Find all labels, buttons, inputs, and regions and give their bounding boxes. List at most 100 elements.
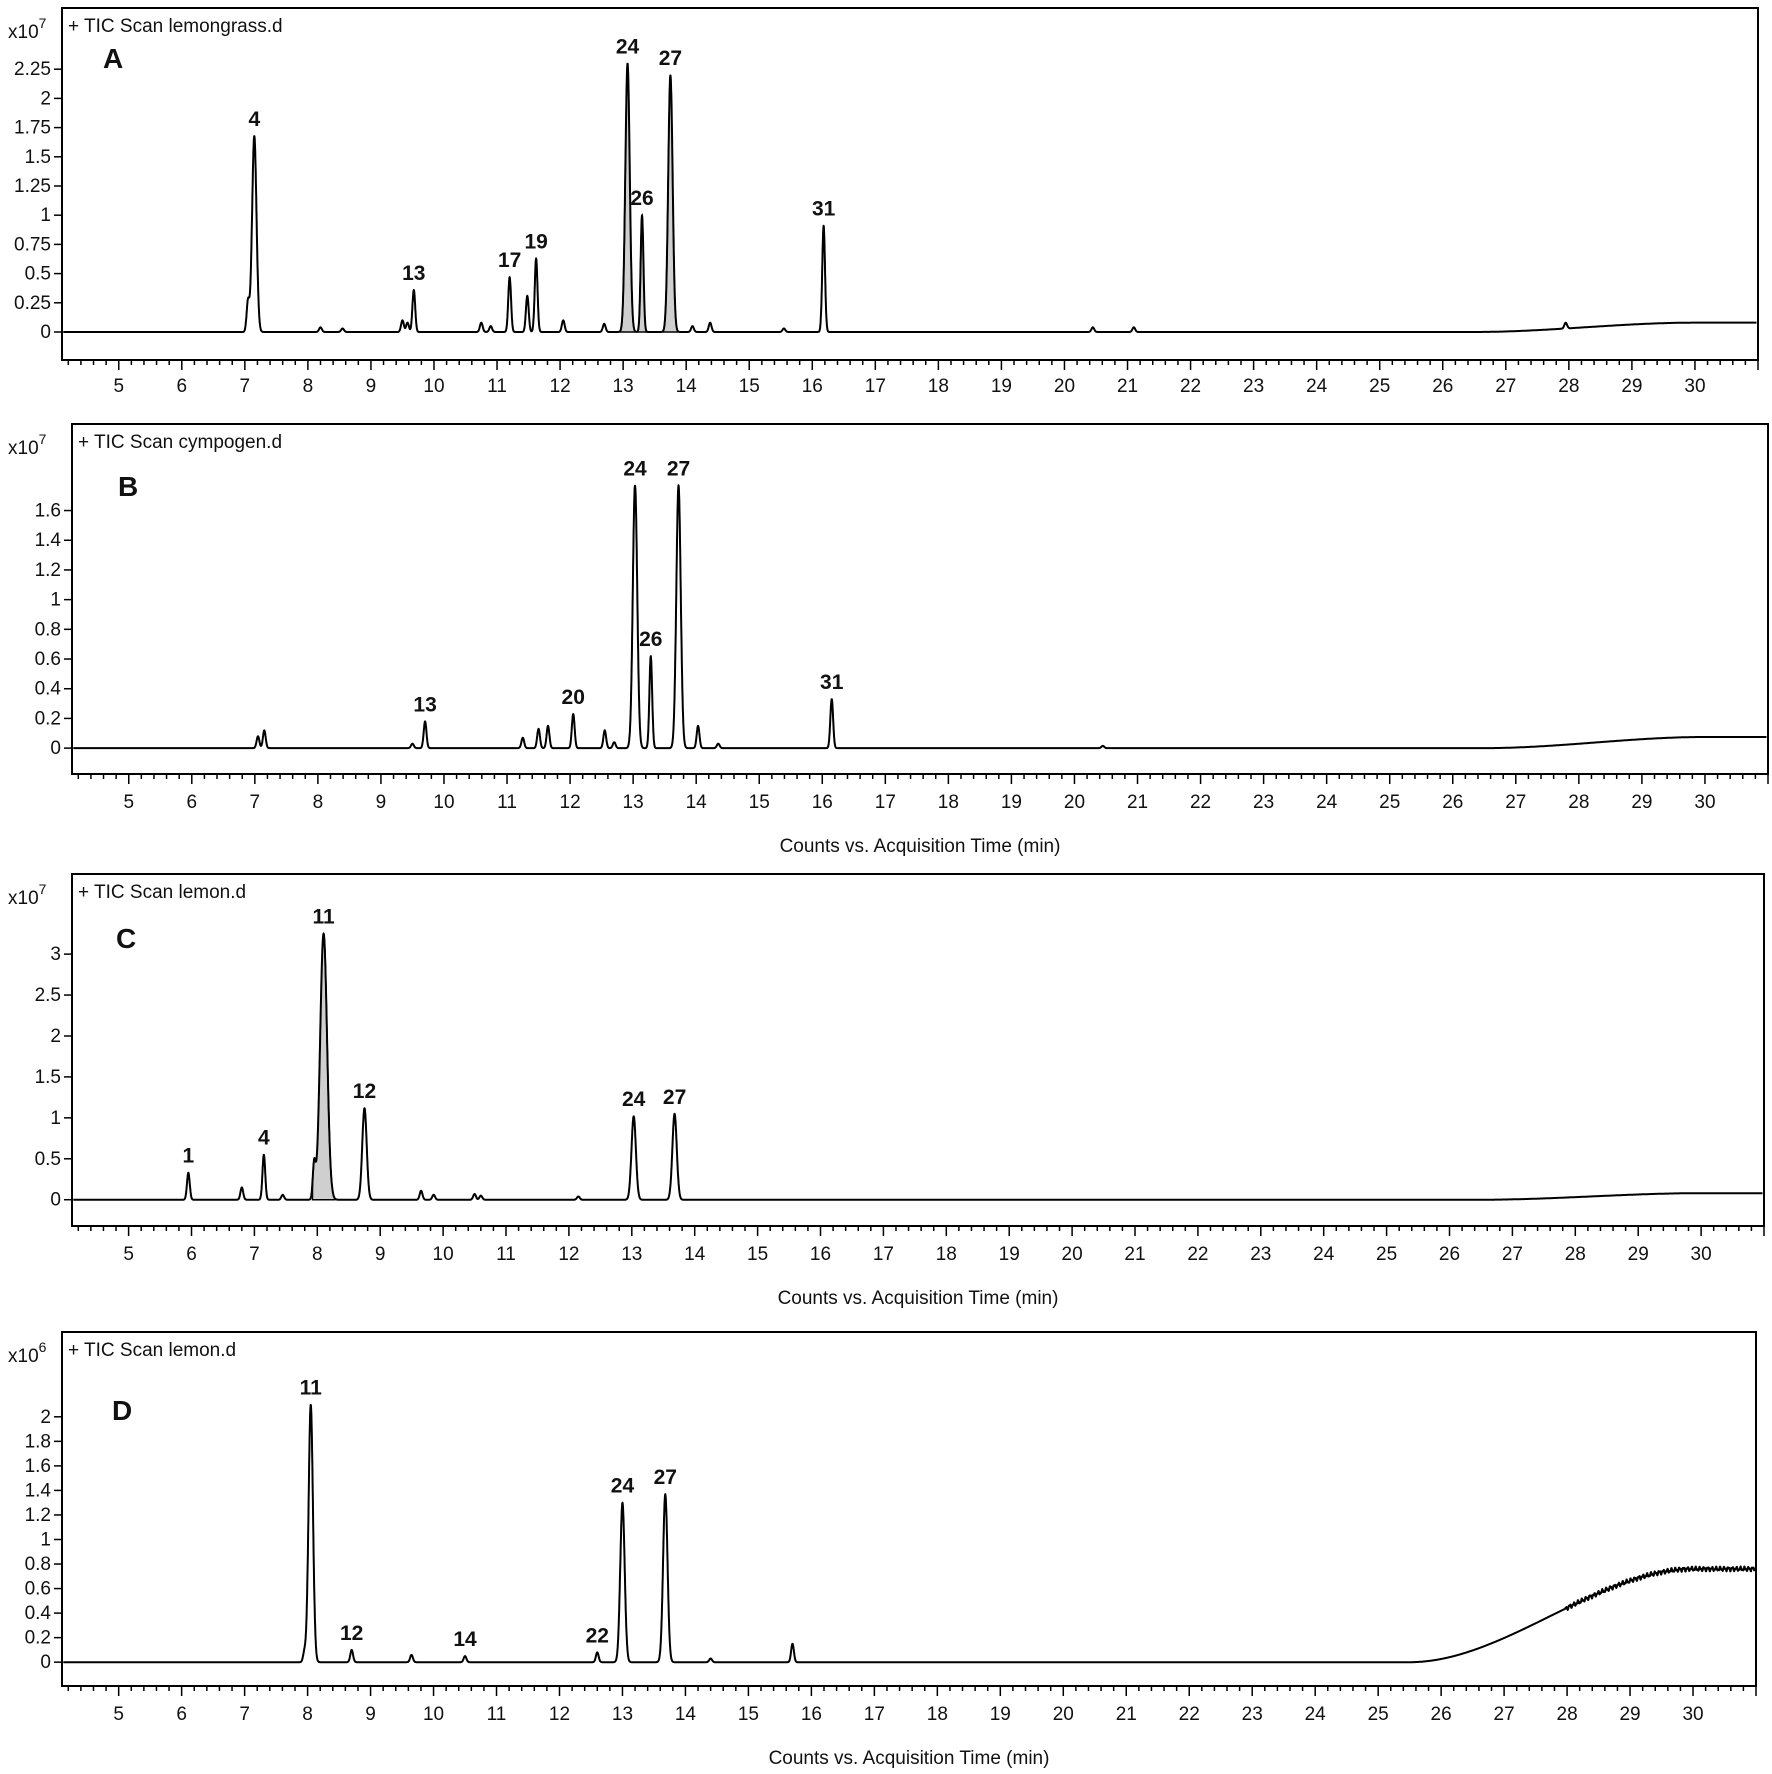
x-tick-label: 28 — [1565, 1244, 1586, 1265]
x-tick-label: 14 — [684, 1244, 706, 1265]
x-tick-label: 30 — [1691, 1244, 1712, 1265]
y-scale-factor: x106 — [8, 1339, 47, 1367]
x-tick-label: 14 — [675, 1704, 697, 1725]
x-tick-label: 22 — [1179, 1704, 1200, 1725]
x-tick-label: 28 — [1558, 376, 1579, 397]
x-tick-label: 28 — [1557, 1704, 1578, 1725]
x-tick-label: 10 — [423, 376, 444, 397]
x-tick-label: 17 — [865, 376, 886, 397]
peak-label: 11 — [312, 906, 335, 929]
peak-label: 13 — [413, 693, 436, 716]
x-tick-label: 17 — [873, 1244, 894, 1265]
panel-title: + TIC Scan lemongrass.d — [68, 16, 283, 37]
peak-label: 17 — [498, 249, 521, 272]
x-tick-label: 15 — [747, 1244, 768, 1265]
x-tick-label: 23 — [1253, 792, 1274, 813]
peak-label: 24 — [616, 35, 640, 58]
tic-trace — [72, 484, 1768, 750]
x-tick-label: 8 — [302, 1704, 313, 1725]
panel-b: x107 + TIC Scan cympogen.d B 0 0.2 0.4 0.6 0.8 1… — [8, 423, 1769, 857]
x-tick-label: 15 — [739, 376, 760, 397]
x-tick-label: 7 — [240, 376, 251, 397]
y-tick-label: 1.5 — [25, 147, 51, 168]
y-scale-exponent: 6 — [39, 1339, 47, 1355]
x-tick-label: 22 — [1187, 1244, 1208, 1265]
panel-title: + TIC Scan cympogen.d — [78, 432, 282, 453]
x-tick-label: 12 — [558, 1244, 579, 1265]
x-tick-label: 11 — [487, 1704, 507, 1725]
x-tick-label: 21 — [1124, 1244, 1145, 1265]
x-tick-label: 26 — [1432, 376, 1453, 397]
x-tick-label: 9 — [375, 1244, 386, 1265]
y-tick-label: 2 — [40, 1407, 51, 1428]
y-tick-label: 1 — [50, 1108, 61, 1129]
y-tick-label: 1.5 — [35, 1067, 61, 1088]
x-tick-label: 20 — [1064, 792, 1085, 813]
y-tick-label: 0 — [50, 738, 61, 759]
x-tick-label: 25 — [1376, 1244, 1397, 1265]
x-tick-label: 15 — [749, 792, 770, 813]
x-tick-label: 24 — [1306, 376, 1328, 397]
peak-label: 24 — [623, 457, 647, 480]
x-tick-label: 11 — [496, 1244, 516, 1265]
peak-label: 26 — [639, 628, 662, 651]
x-tick-label: 23 — [1250, 1244, 1271, 1265]
x-tick-label: 6 — [177, 376, 188, 397]
y-tick-label: 1 — [50, 590, 61, 611]
y-tick-label: 1 — [40, 1529, 51, 1550]
peak-label: 31 — [820, 671, 844, 694]
y-tick-label: 1.6 — [25, 1456, 51, 1477]
peak-label: 24 — [622, 1088, 646, 1111]
peak-label: 4 — [248, 108, 260, 131]
y-tick-label: 0.6 — [35, 649, 61, 670]
peak-label: 27 — [654, 1466, 677, 1489]
y-tick-label: 0.5 — [35, 1149, 61, 1170]
x-tick-label: 29 — [1628, 1244, 1649, 1265]
x-tick-label: 16 — [801, 1704, 822, 1725]
x-tick-label: 25 — [1368, 1704, 1389, 1725]
x-tick-label: 19 — [1001, 792, 1022, 813]
x-tick-label: 18 — [936, 1244, 957, 1265]
y-tick-label: 0.2 — [35, 708, 61, 729]
y-tick-label: 0.75 — [14, 234, 51, 255]
y-scale-exponent: 7 — [39, 881, 47, 897]
peak-label: 27 — [663, 1086, 686, 1109]
x-tick-label: 19 — [991, 376, 1012, 397]
x-tick-label: 20 — [1053, 1704, 1074, 1725]
y-tick-label: 1.6 — [35, 501, 61, 522]
peak-label: 12 — [353, 1080, 376, 1103]
y-tick-label: 1.4 — [25, 1480, 52, 1501]
y-tick-label: 0.6 — [25, 1579, 51, 1600]
y-tick-label: 2 — [40, 88, 51, 109]
panel-title: + TIC Scan lemon.d — [68, 1340, 236, 1361]
x-tick-label: 27 — [1495, 376, 1516, 397]
x-tick-label: 6 — [187, 792, 198, 813]
x-tick-label: 23 — [1243, 376, 1264, 397]
y-tick-label: 1.2 — [35, 560, 61, 581]
x-tick-label: 24 — [1316, 792, 1338, 813]
x-tick-label: 18 — [928, 376, 949, 397]
y-scale-factor: x107 — [8, 881, 47, 909]
y-tick-label: 3 — [50, 944, 61, 965]
x-tick-label: 6 — [176, 1704, 187, 1725]
peak-label: 20 — [562, 686, 585, 709]
x-tick-label: 20 — [1054, 376, 1075, 397]
peak-label: 12 — [340, 1622, 363, 1645]
x-tick-label: 12 — [560, 792, 581, 813]
x-tick-label: 25 — [1379, 792, 1400, 813]
y-tick-label: 1 — [40, 205, 51, 226]
y-tick-label: 0.4 — [35, 679, 62, 700]
x-tick-label: 28 — [1568, 792, 1589, 813]
tic-trace — [62, 1404, 1756, 1664]
x-tick-label: 21 — [1127, 792, 1148, 813]
peak-label: 1 — [183, 1145, 195, 1168]
x-tick-label: 30 — [1682, 1704, 1703, 1725]
panel-c: x107 + TIC Scan lemon.d C 0 0.5 1 1.5 2 2.5 3 5 6 7 8… — [8, 873, 1765, 1309]
x-tick-label: 5 — [113, 1704, 124, 1725]
x-tick-label: 13 — [613, 376, 634, 397]
y-tick-label: 1.2 — [25, 1505, 51, 1526]
y-tick-label: 1.25 — [14, 176, 51, 197]
x-tick-label: 10 — [433, 1244, 454, 1265]
peak-label: 19 — [524, 230, 547, 253]
